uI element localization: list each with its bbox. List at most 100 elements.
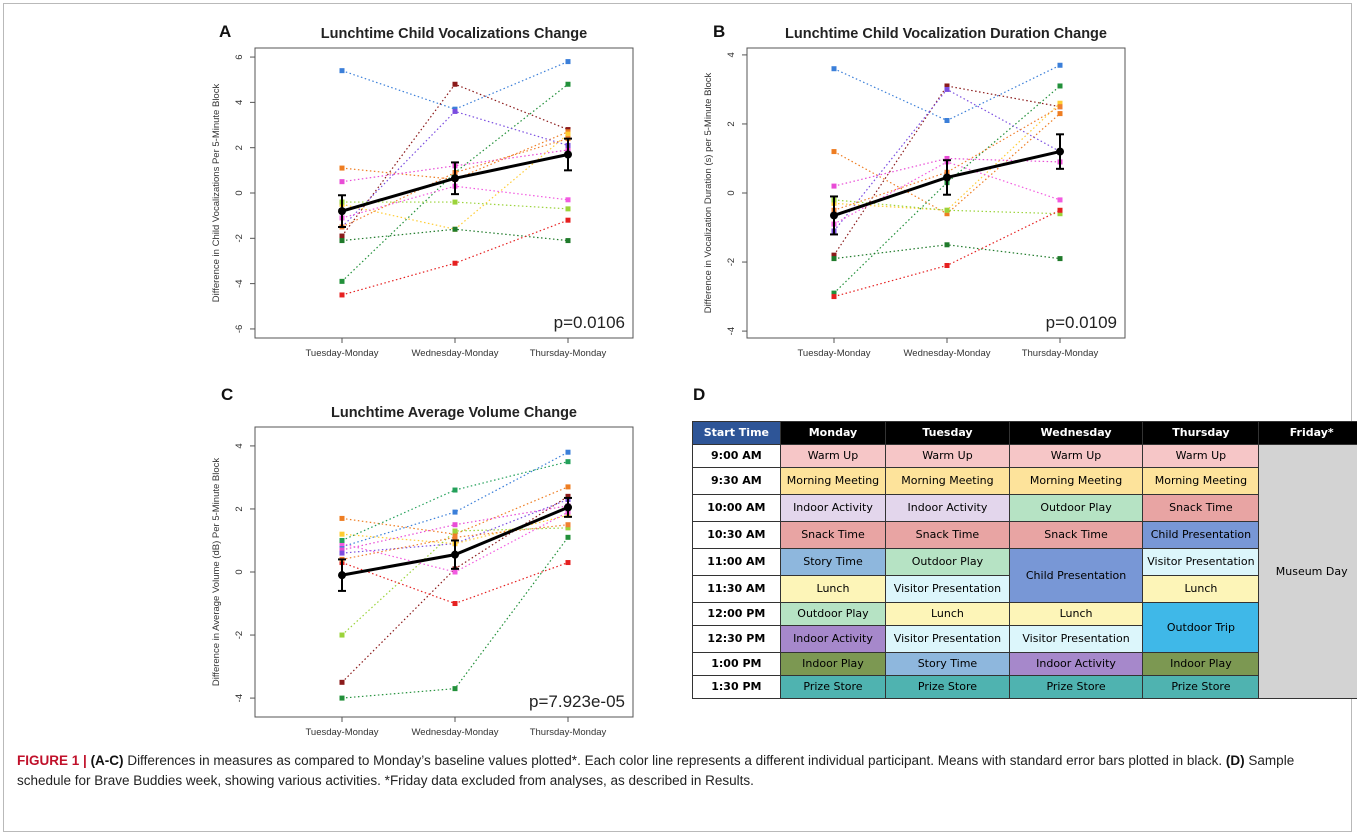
participant-point <box>565 449 571 455</box>
activity-cell: Indoor Activity <box>779 494 887 522</box>
caption-text-2: Sample schedule for Brave Buddies week, … <box>17 753 1295 788</box>
schedule-row: 9:30 AM Morning Meeting Morning Meeting … <box>692 467 1357 495</box>
mean-point <box>564 503 572 512</box>
participant-point <box>1057 211 1063 217</box>
participant-point <box>339 541 345 547</box>
activity-cell: Story Time <box>779 548 887 576</box>
participant-point <box>944 155 950 161</box>
participant-point <box>944 242 950 248</box>
participant-point <box>565 59 571 65</box>
schedule-table: Start Time Monday Tuesday Wednesday Thur… <box>692 421 1357 699</box>
schedule-row: 1:00 PM Indoor Play Story Time Indoor Ac… <box>692 652 1357 676</box>
participant-point <box>452 199 458 205</box>
y-axis-label: Difference in Vocalization Duration (s) … <box>703 72 714 313</box>
mean-point <box>451 174 459 183</box>
activity-cell: Prize Store <box>1142 675 1260 699</box>
activity-cell: Child Presentation <box>1008 548 1144 603</box>
participant-point <box>944 211 950 217</box>
y-tick-label: -4 <box>234 694 245 702</box>
participant-point <box>1057 104 1063 110</box>
activity-cell: Warm Up <box>885 444 1010 468</box>
activity-cell: Child Presentation <box>1142 521 1260 549</box>
time-cell: 12:00 PM <box>692 602 781 626</box>
activity-cell: Snack Time <box>779 521 887 549</box>
x-tick-label: Wednesday-Monday <box>904 348 991 358</box>
x-tick-label: Thursday-Monday <box>1022 348 1099 358</box>
participant-point <box>565 560 571 566</box>
schedule-header-row: Start Time Monday Tuesday Wednesday Thur… <box>692 421 1357 445</box>
participant-point <box>831 256 837 262</box>
caption-lead: FIGURE 1 | <box>17 753 87 768</box>
participant-point <box>452 81 458 87</box>
participant-series-line <box>341 110 569 228</box>
activity-cell: Snack Time <box>1142 494 1260 522</box>
participant-point <box>339 550 345 556</box>
participant-point <box>565 238 571 244</box>
participant-point <box>452 509 458 515</box>
activity-cell: Outdoor Play <box>779 602 887 626</box>
activity-cell-museum-day: Museum Day <box>1258 444 1357 699</box>
chart-a-svg: Lunchtime Child Vocalizations Change -6 -4… <box>211 26 634 358</box>
activity-cell: Lunch <box>1008 602 1144 626</box>
mean-point <box>1056 147 1064 156</box>
mean-point <box>338 571 346 580</box>
p-value-annotation: p=0.0106 <box>554 313 625 332</box>
participant-point <box>339 547 345 553</box>
y-tick-label: -4 <box>234 279 245 287</box>
figure-frame <box>3 3 1352 832</box>
participant-point <box>565 522 571 528</box>
participant-point <box>339 68 345 74</box>
time-cell: 11:30 AM <box>692 575 781 603</box>
participant-point <box>565 493 571 499</box>
chart-panel-b: Lunchtime Child Vocalization Duration Ch… <box>697 18 1127 358</box>
schedule-row: 10:00 AM Indoor Activity Indoor Activity… <box>692 494 1357 522</box>
participant-series-line <box>341 228 569 242</box>
participant-point <box>452 108 458 114</box>
participant-point <box>452 601 458 607</box>
participant-point <box>831 252 837 258</box>
header-start-time: Start Time <box>692 421 781 445</box>
y-tick-label: 0 <box>726 190 737 195</box>
activity-cell: Indoor Play <box>1142 652 1260 676</box>
header-friday: Friday* <box>1258 421 1357 445</box>
participant-point <box>452 528 458 534</box>
activity-cell: Outdoor Play <box>885 548 1010 576</box>
participant-point <box>944 118 950 123</box>
x-tick-label: Thursday-Monday <box>530 348 607 358</box>
participant-point <box>339 537 345 543</box>
x-tick-label: Wednesday-Monday <box>412 348 499 358</box>
participant-point <box>944 207 950 213</box>
x-tick-label: Wednesday-Monday <box>412 727 499 737</box>
y-axis-label: Difference in Average Volume (dB) Per 5-… <box>211 458 222 687</box>
x-tick-label: Tuesday-Monday <box>305 727 378 737</box>
participant-point <box>565 131 571 137</box>
chart-panel-a: Lunchtime Child Vocalizations Change -6 -4… <box>205 18 635 358</box>
time-cell: 9:00 AM <box>692 444 781 468</box>
schedule-row: 12:00 PM Outdoor Play Lunch Lunch Outdoo… <box>692 602 1357 653</box>
participant-point <box>831 183 837 189</box>
participant-point <box>452 226 458 232</box>
participant-point <box>339 165 345 171</box>
caption-text-1: Differences in measures as compared to M… <box>123 753 1226 768</box>
header-thursday: Thursday <box>1142 421 1260 445</box>
activity-cell: Prize Store <box>779 675 887 699</box>
activity-cell: Morning Meeting <box>779 467 887 495</box>
chart-c-svg: Lunchtime Average Volume Change -4 -2 0 2 4 Tu… <box>211 405 634 737</box>
activity-cell: Morning Meeting <box>1008 467 1144 495</box>
time-cell: 1:30 PM <box>692 675 781 699</box>
chart-title: Lunchtime Child Vocalization Duration Ch… <box>785 26 1107 42</box>
participant-point <box>565 525 571 531</box>
participant-point <box>1057 62 1063 68</box>
y-tick-label: -6 <box>234 325 245 333</box>
participant-point <box>831 290 837 296</box>
time-cell: 10:30 AM <box>692 521 781 549</box>
y-tick-label: 2 <box>234 506 245 511</box>
participant-point <box>339 238 345 244</box>
x-tick-label: Tuesday-Monday <box>305 348 378 358</box>
participant-point <box>1057 111 1063 117</box>
figure-caption: FIGURE 1 | (A-C) Differences in measures… <box>17 751 1337 791</box>
y-tick-label: 2 <box>234 145 245 150</box>
y-axis-label: Difference in Child Vocalizations Per 5-… <box>211 84 222 303</box>
participant-point <box>831 66 837 72</box>
y-tick-label: -2 <box>234 234 245 242</box>
